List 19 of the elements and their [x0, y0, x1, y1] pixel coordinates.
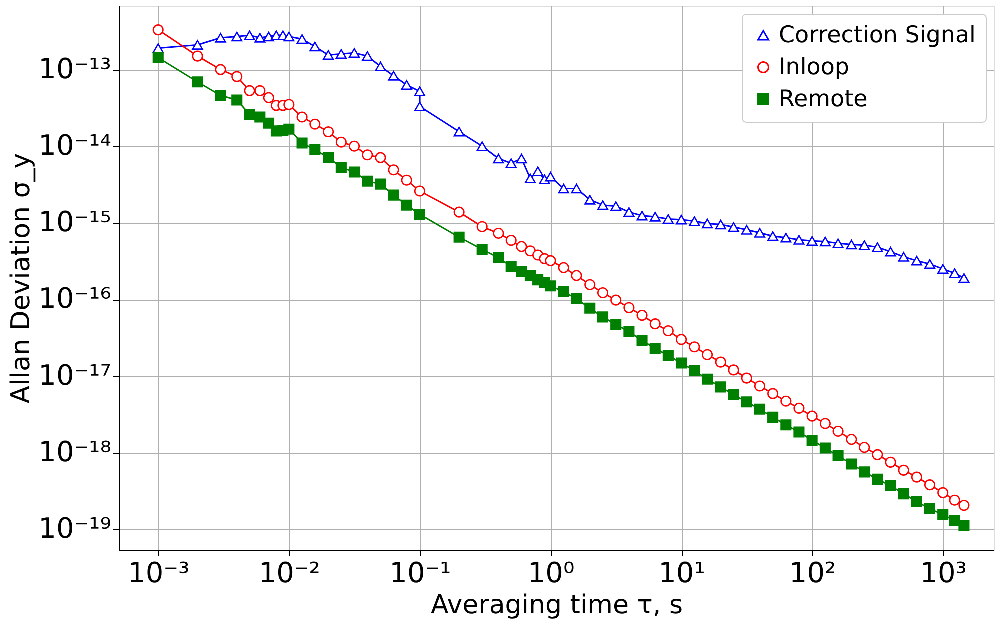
x-tick-label: 10² [789, 556, 836, 590]
y-axis-title: Allan Deviation σ_y [6, 153, 37, 404]
x-tick-label: 10⁰ [528, 556, 575, 590]
legend-label: Correction Signal [779, 22, 976, 48]
y-tick-label: 10⁻¹³ [38, 52, 112, 86]
x-tick-label: 10⁻² [258, 556, 320, 590]
x-tick-label: 10³ [920, 556, 968, 590]
y-tick-label: 10⁻¹⁶ [38, 282, 112, 316]
y-tick-label: 10⁻¹⁵ [38, 206, 112, 239]
y-tick-label: 10⁻¹⁸ [38, 435, 112, 468]
y-tick-label: 10⁻¹⁴ [38, 128, 112, 162]
legend-label: Inloop [779, 54, 850, 80]
y-tick-label: 10⁻¹⁷ [38, 358, 112, 392]
x-tick-label: 10⁻³ [128, 556, 190, 590]
x-tick-label: 10⁻¹ [390, 556, 452, 590]
legend-label: Remote [779, 86, 868, 112]
x-axis-title: Averaging time τ, s [431, 590, 683, 620]
x-tick-label: 10¹ [658, 556, 706, 590]
y-tick-label: 10⁻¹⁹ [38, 512, 112, 545]
